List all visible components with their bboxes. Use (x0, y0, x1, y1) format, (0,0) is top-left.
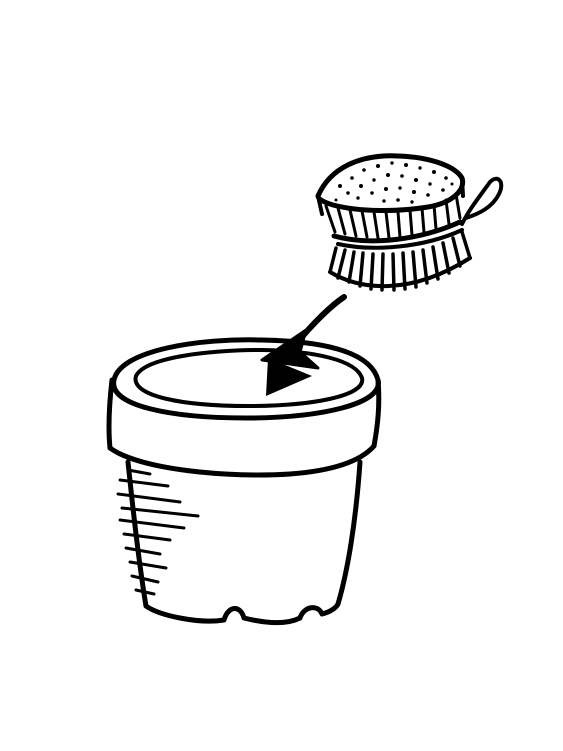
brush-top-speckles (334, 161, 454, 204)
brush-top (315, 153, 466, 213)
pot-shading (116, 468, 200, 596)
pot-bottom (143, 601, 341, 626)
pot-rim-bottom (107, 443, 377, 478)
brush-string (331, 219, 463, 244)
flower-pot-icon (106, 337, 382, 626)
scrub-brush-icon (315, 153, 504, 292)
pot-opening (133, 348, 365, 408)
lower-bristles (328, 230, 472, 292)
string-loop (460, 176, 504, 226)
upper-bristles (324, 192, 462, 240)
